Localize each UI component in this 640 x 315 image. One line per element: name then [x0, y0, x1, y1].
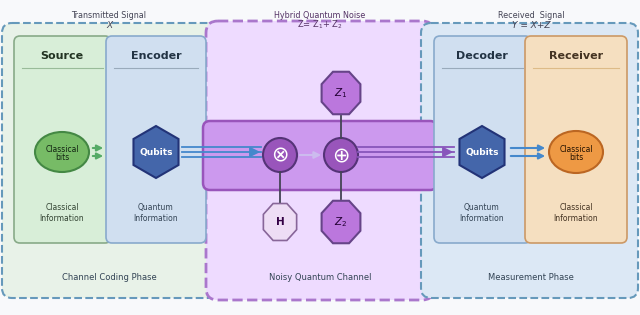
FancyBboxPatch shape	[434, 36, 531, 243]
Text: Channel Coding Phase: Channel Coding Phase	[61, 273, 156, 283]
Text: Measurement Phase: Measurement Phase	[488, 273, 574, 283]
Text: X: X	[106, 20, 112, 30]
FancyBboxPatch shape	[106, 36, 206, 243]
Text: Encoder: Encoder	[131, 51, 181, 61]
Ellipse shape	[549, 131, 603, 173]
Text: Classical
Information: Classical Information	[40, 203, 84, 223]
FancyBboxPatch shape	[14, 36, 111, 243]
Text: Quantum
Information: Quantum Information	[460, 203, 504, 223]
Text: Classical: Classical	[45, 145, 79, 153]
Ellipse shape	[35, 132, 89, 172]
Text: Y = X+Z: Y = X+Z	[512, 20, 550, 30]
Circle shape	[324, 138, 358, 172]
Text: Quantum
Information: Quantum Information	[134, 203, 179, 223]
Text: Transmitted Signal: Transmitted Signal	[72, 12, 147, 20]
FancyBboxPatch shape	[203, 121, 437, 190]
Text: Received  Signal: Received Signal	[498, 12, 564, 20]
Polygon shape	[460, 126, 504, 178]
Text: bits: bits	[55, 153, 69, 163]
Text: Decoder: Decoder	[456, 51, 508, 61]
Text: Classical
Information: Classical Information	[554, 203, 598, 223]
Polygon shape	[264, 203, 296, 240]
Polygon shape	[134, 126, 179, 178]
Text: ⊗: ⊗	[271, 145, 289, 165]
Text: $Z_1$: $Z_1$	[334, 86, 348, 100]
Text: Qubits: Qubits	[465, 147, 499, 157]
Circle shape	[263, 138, 297, 172]
Text: bits: bits	[569, 153, 583, 163]
Text: ⊕: ⊕	[332, 145, 349, 165]
Text: Qubits: Qubits	[140, 147, 173, 157]
FancyBboxPatch shape	[2, 23, 217, 298]
Text: $Z_2$: $Z_2$	[335, 215, 348, 229]
Text: H: H	[276, 217, 284, 227]
Text: Source: Source	[40, 51, 84, 61]
Text: Noisy Quantum Channel: Noisy Quantum Channel	[269, 273, 371, 283]
FancyBboxPatch shape	[525, 36, 627, 243]
Text: Receiver: Receiver	[549, 51, 603, 61]
Text: Classical: Classical	[559, 145, 593, 153]
Polygon shape	[321, 72, 360, 114]
FancyBboxPatch shape	[421, 23, 638, 298]
Polygon shape	[321, 201, 360, 243]
Text: Z= Z$_1$+ Z$_2$: Z= Z$_1$+ Z$_2$	[297, 19, 343, 31]
FancyBboxPatch shape	[206, 21, 434, 300]
Text: Hybrid Quantum Noise: Hybrid Quantum Noise	[275, 12, 365, 20]
